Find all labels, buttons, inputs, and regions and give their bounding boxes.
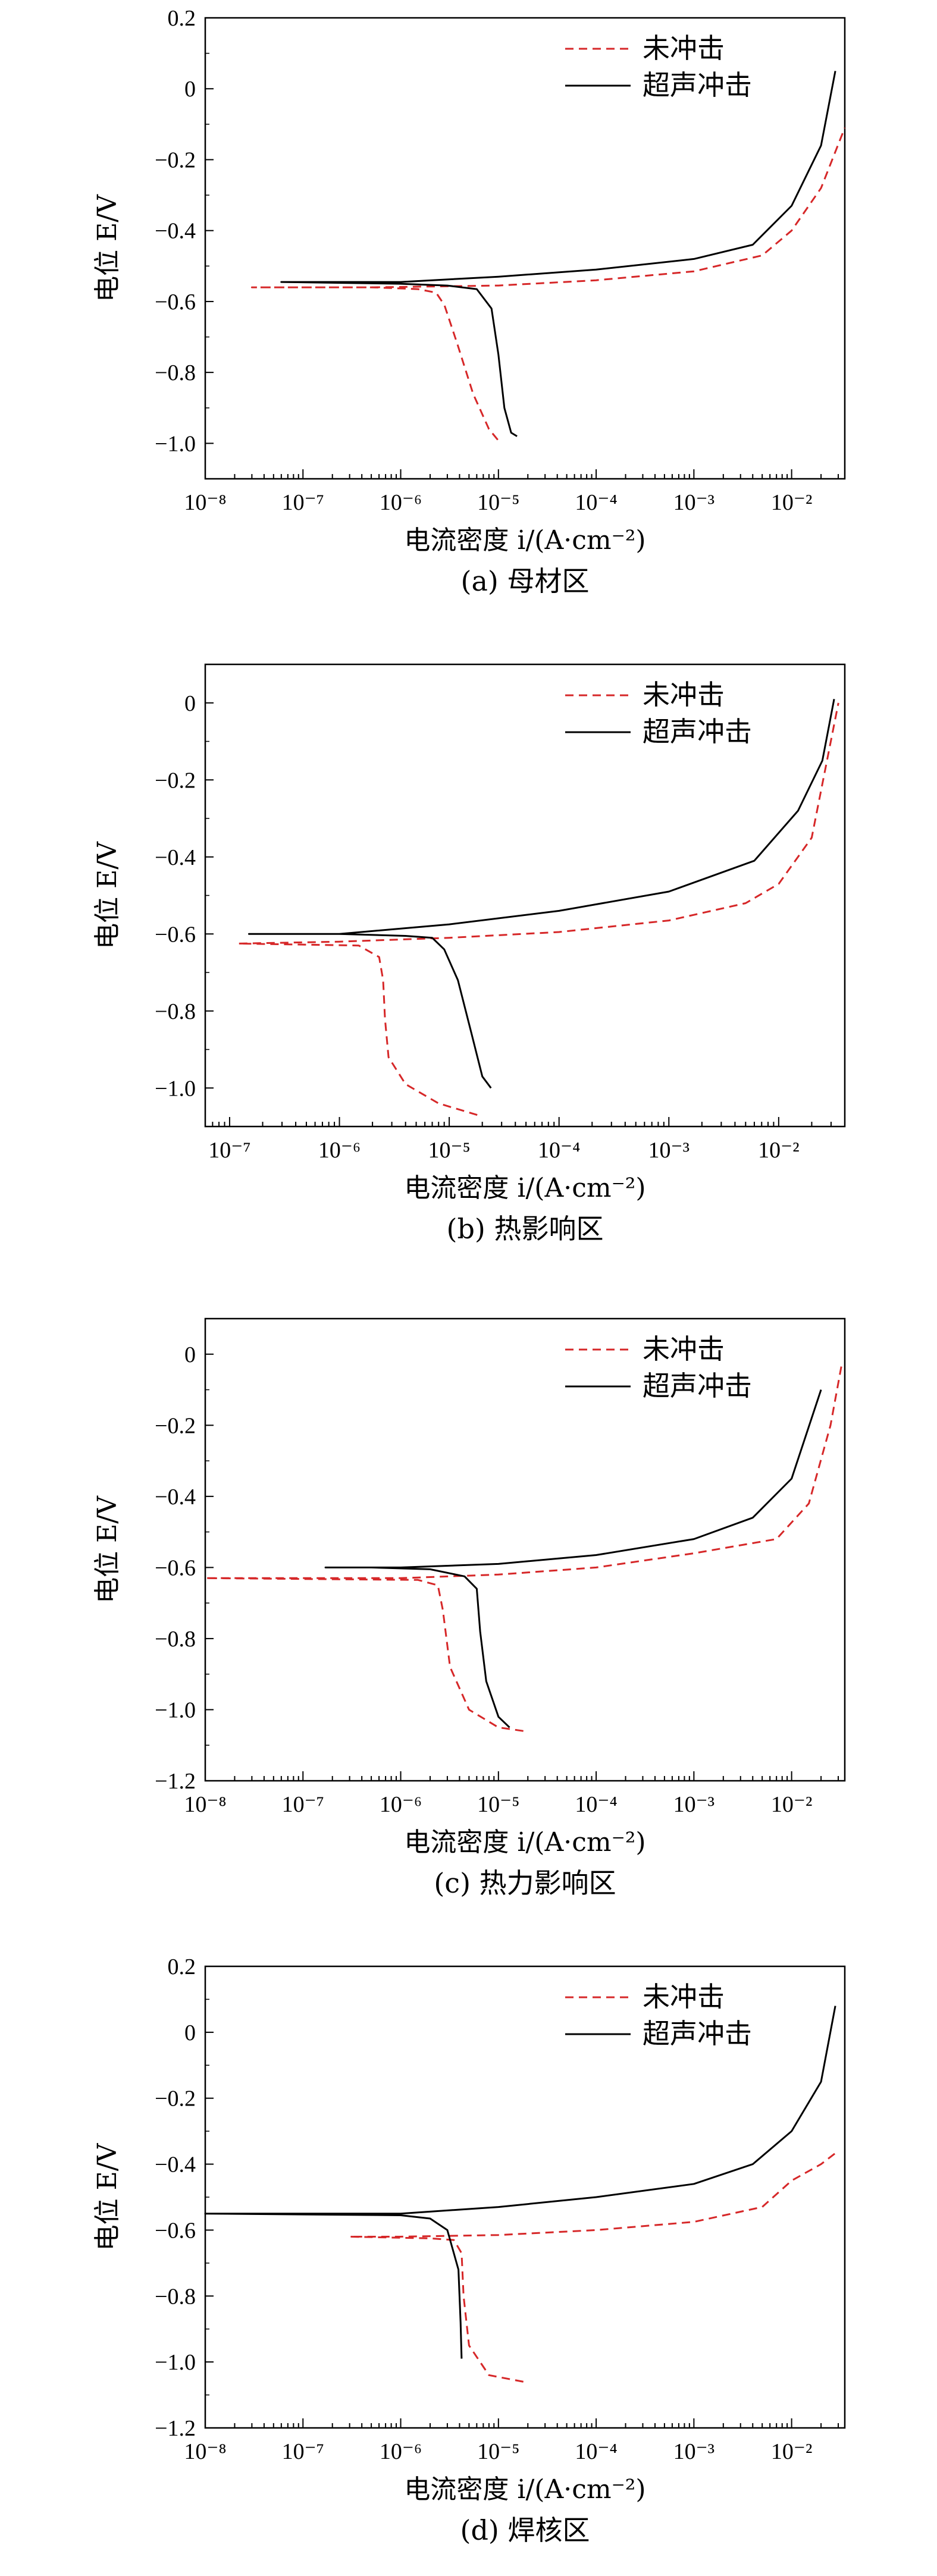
x-tick-label: 10⁻⁶ <box>380 2439 422 2464</box>
series-line-ultrasonic <box>204 2006 836 2359</box>
x-tick-label: 10⁻⁴ <box>538 1138 580 1163</box>
y-tick-label: 0.2 <box>168 1954 196 1979</box>
x-tick-label: 10⁻⁷ <box>208 1138 250 1163</box>
x-tick-label: 10⁻⁶ <box>318 1138 361 1163</box>
x-tick-label: 10⁻⁷ <box>282 1792 324 1817</box>
legend-label-ultrasonic: 超声冲击 <box>643 69 752 101</box>
chart-panel: 10⁻⁸ 10⁻⁷ 10⁻⁶ 10⁻⁵ 10⁻⁴ 10⁻³ 10⁻² 0 −0.2 −0.4 −0.… <box>92 1317 846 1899</box>
y-axis-label: 电位 E/V <box>92 194 123 302</box>
y-tick-label: −0.8 <box>155 1627 196 1652</box>
series-line-ultrasonic <box>248 699 835 1089</box>
y-tick-label: 0 <box>184 691 196 716</box>
x-tick-label: 10⁻⁷ <box>282 2439 324 2464</box>
x-tick-label: 10⁻⁴ <box>575 490 617 515</box>
x-tick-label: 10⁻⁷ <box>282 490 324 515</box>
legend-label-untreated: 未冲击 <box>643 1333 725 1365</box>
y-tick-label: −0.4 <box>155 1485 196 1510</box>
x-tick-label: 10⁻⁶ <box>380 490 422 515</box>
y-tick-label: −0.6 <box>155 1555 196 1580</box>
x-tick-label: 10⁻² <box>771 2439 812 2464</box>
legend-label-untreated: 未冲击 <box>643 1981 725 2013</box>
panel-caption: (c) 热力影响区 <box>434 1867 616 1899</box>
x-axis-label: 电流密度 i/(A·cm⁻²) <box>404 1173 645 1203</box>
series-line-ultrasonic <box>280 71 836 437</box>
series-line-untreated <box>349 2150 839 2383</box>
x-tick-label: 10⁻⁵ <box>428 1138 470 1163</box>
series-line-untreated <box>237 702 839 1116</box>
y-axis-label: 电位 E/V <box>92 841 123 949</box>
y-tick-label: −0.8 <box>155 360 196 385</box>
y-tick-label: −1.0 <box>155 1076 196 1101</box>
y-tick-label: −1.2 <box>155 2416 196 2441</box>
x-tick-label: 10⁻⁸ <box>184 2439 226 2464</box>
chart-panel: 10⁻⁸ 10⁻⁷ 10⁻⁶ 10⁻⁵ 10⁻⁴ 10⁻³ 10⁻² 0.2 0 −0.2 −0.4… <box>92 1954 846 2546</box>
plot-frame <box>204 17 846 480</box>
x-axis-label: 电流密度 i/(A·cm⁻²) <box>404 1827 645 1858</box>
series-line-ultrasonic <box>324 1389 822 1728</box>
x-tick-label: 10⁻⁸ <box>184 490 226 515</box>
legend-label-ultrasonic: 超声冲击 <box>643 2017 752 2050</box>
x-axis-label: 电流密度 i/(A·cm⁻²) <box>404 2474 645 2505</box>
legend-label-untreated: 未冲击 <box>643 32 725 64</box>
plot-frame <box>204 1317 846 1782</box>
panel-caption: (b) 热影响区 <box>447 1213 604 1245</box>
y-tick-label: 0 <box>184 77 196 102</box>
y-axis-label: 电位 E/V <box>92 2142 123 2251</box>
x-tick-label: 10⁻⁸ <box>184 1792 226 1817</box>
legend-label-untreated: 未冲击 <box>643 679 725 711</box>
legend-label-ultrasonic: 超声冲击 <box>643 716 752 748</box>
x-tick-label: 10⁻³ <box>673 2439 714 2464</box>
y-tick-label: −0.6 <box>155 922 196 947</box>
x-tick-label: 10⁻² <box>771 490 812 515</box>
legend-label-ultrasonic: 超声冲击 <box>643 1370 752 1402</box>
y-tick-label: −0.4 <box>155 219 196 244</box>
x-tick-label: 10⁻² <box>771 1792 812 1817</box>
x-tick-label: 10⁻⁶ <box>380 1792 422 1817</box>
x-tick-label: 10⁻³ <box>673 1792 714 1817</box>
y-tick-label: −0.2 <box>155 148 196 172</box>
x-tick-label: 10⁻⁵ <box>477 490 519 515</box>
y-tick-label: −1.0 <box>155 2350 196 2375</box>
x-axis-label: 电流密度 i/(A·cm⁻²) <box>404 525 645 556</box>
x-tick-label: 10⁻⁴ <box>575 1792 617 1817</box>
y-tick-label: −0.8 <box>155 999 196 1024</box>
y-tick-label: −1.0 <box>155 431 196 456</box>
y-tick-label: −0.4 <box>155 2153 196 2177</box>
chart-panel: 10⁻⁷ 10⁻⁶ 10⁻⁵ 10⁻⁴ 10⁻³ 10⁻² 0 −0.2 −0.4 −0.6 −0.… <box>92 663 846 1245</box>
y-tick-label: −0.6 <box>155 290 196 315</box>
x-tick-label: 10⁻³ <box>648 1138 690 1163</box>
y-tick-label: −0.6 <box>155 2218 196 2243</box>
panel-caption: (d) 焊核区 <box>460 2514 590 2546</box>
x-tick-label: 10⁻⁴ <box>575 2439 617 2464</box>
series-line-untreated <box>204 1361 844 1732</box>
y-tick-label: −1.0 <box>155 1698 196 1722</box>
y-tick-label: −0.2 <box>155 1413 196 1438</box>
y-tick-label: −1.2 <box>155 1769 196 1794</box>
x-tick-label: 10⁻⁵ <box>477 2439 519 2464</box>
y-tick-label: −0.2 <box>155 768 196 793</box>
y-tick-label: 0 <box>184 1342 196 1367</box>
x-tick-label: 10⁻³ <box>673 490 714 515</box>
y-tick-label: −0.4 <box>155 845 196 870</box>
chart-panel: 10⁻⁸ 10⁻⁷ 10⁻⁶ 10⁻⁵ 10⁻⁴ 10⁻³ 10⁻² 0.2 0 −0.2 −0.4… <box>92 6 846 597</box>
x-tick-label: 10⁻⁵ <box>477 1792 519 1817</box>
y-tick-label: −0.8 <box>155 2284 196 2309</box>
series-line-untreated <box>250 127 846 441</box>
y-tick-label: 0.2 <box>168 6 196 31</box>
y-axis-label: 电位 E/V <box>92 1495 123 1604</box>
y-tick-label: −0.2 <box>155 2086 196 2111</box>
y-tick-label: 0 <box>184 2020 196 2045</box>
panel-caption: (a) 母材区 <box>461 565 590 597</box>
x-tick-label: 10⁻² <box>758 1138 799 1163</box>
